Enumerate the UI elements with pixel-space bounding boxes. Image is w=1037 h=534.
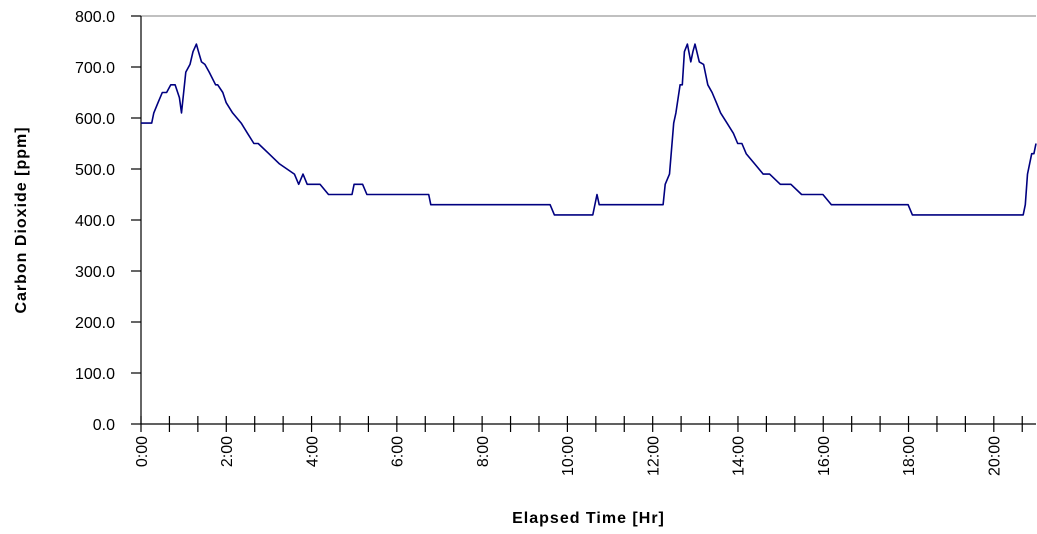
y-tick-label: 200.0 — [75, 315, 115, 332]
y-tick-label: 700.0 — [75, 60, 115, 77]
y-tick-label: 100.0 — [75, 366, 115, 383]
y-tick-label: 800.0 — [75, 9, 115, 26]
x-tick-label: 20:00 — [986, 436, 1003, 476]
x-tick-label: 2:00 — [219, 436, 236, 467]
series-layer — [141, 43, 1037, 216]
y-tick-label: 500.0 — [75, 162, 115, 179]
x-tick-label: 4:00 — [304, 436, 321, 467]
y-tick-label: 300.0 — [75, 264, 115, 281]
x-tick-label: 10:00 — [560, 436, 577, 476]
x-tick-label: 0:00 — [134, 436, 151, 467]
x-tick-label: 8:00 — [475, 436, 492, 467]
y-axis-title: Carbon Dioxide [ppm] — [13, 126, 30, 313]
x-tick-label: 12:00 — [645, 436, 662, 476]
x-axis-title: Elapsed Time [Hr] — [512, 510, 665, 527]
y-axis-ticks: 0.0 100.0 200.0 300.0 400.0 500.0 600.0 700.0 80… — [75, 9, 141, 434]
x-tick-label: 16:00 — [816, 436, 833, 476]
x-tick-label: 6:00 — [390, 436, 407, 467]
y-tick-label: 600.0 — [75, 111, 115, 128]
y-tick-label: 400.0 — [75, 213, 115, 230]
y-tick-label: 0.0 — [93, 417, 115, 434]
series-line-0 — [141, 43, 1037, 216]
x-axis-ticks: 0:00 2:00 4:00 6:00 8:00 10:00 12:00 14:00 16:00… — [134, 416, 1023, 476]
x-tick-label: 18:00 — [901, 436, 918, 476]
x-tick-label: 14:00 — [731, 436, 748, 476]
